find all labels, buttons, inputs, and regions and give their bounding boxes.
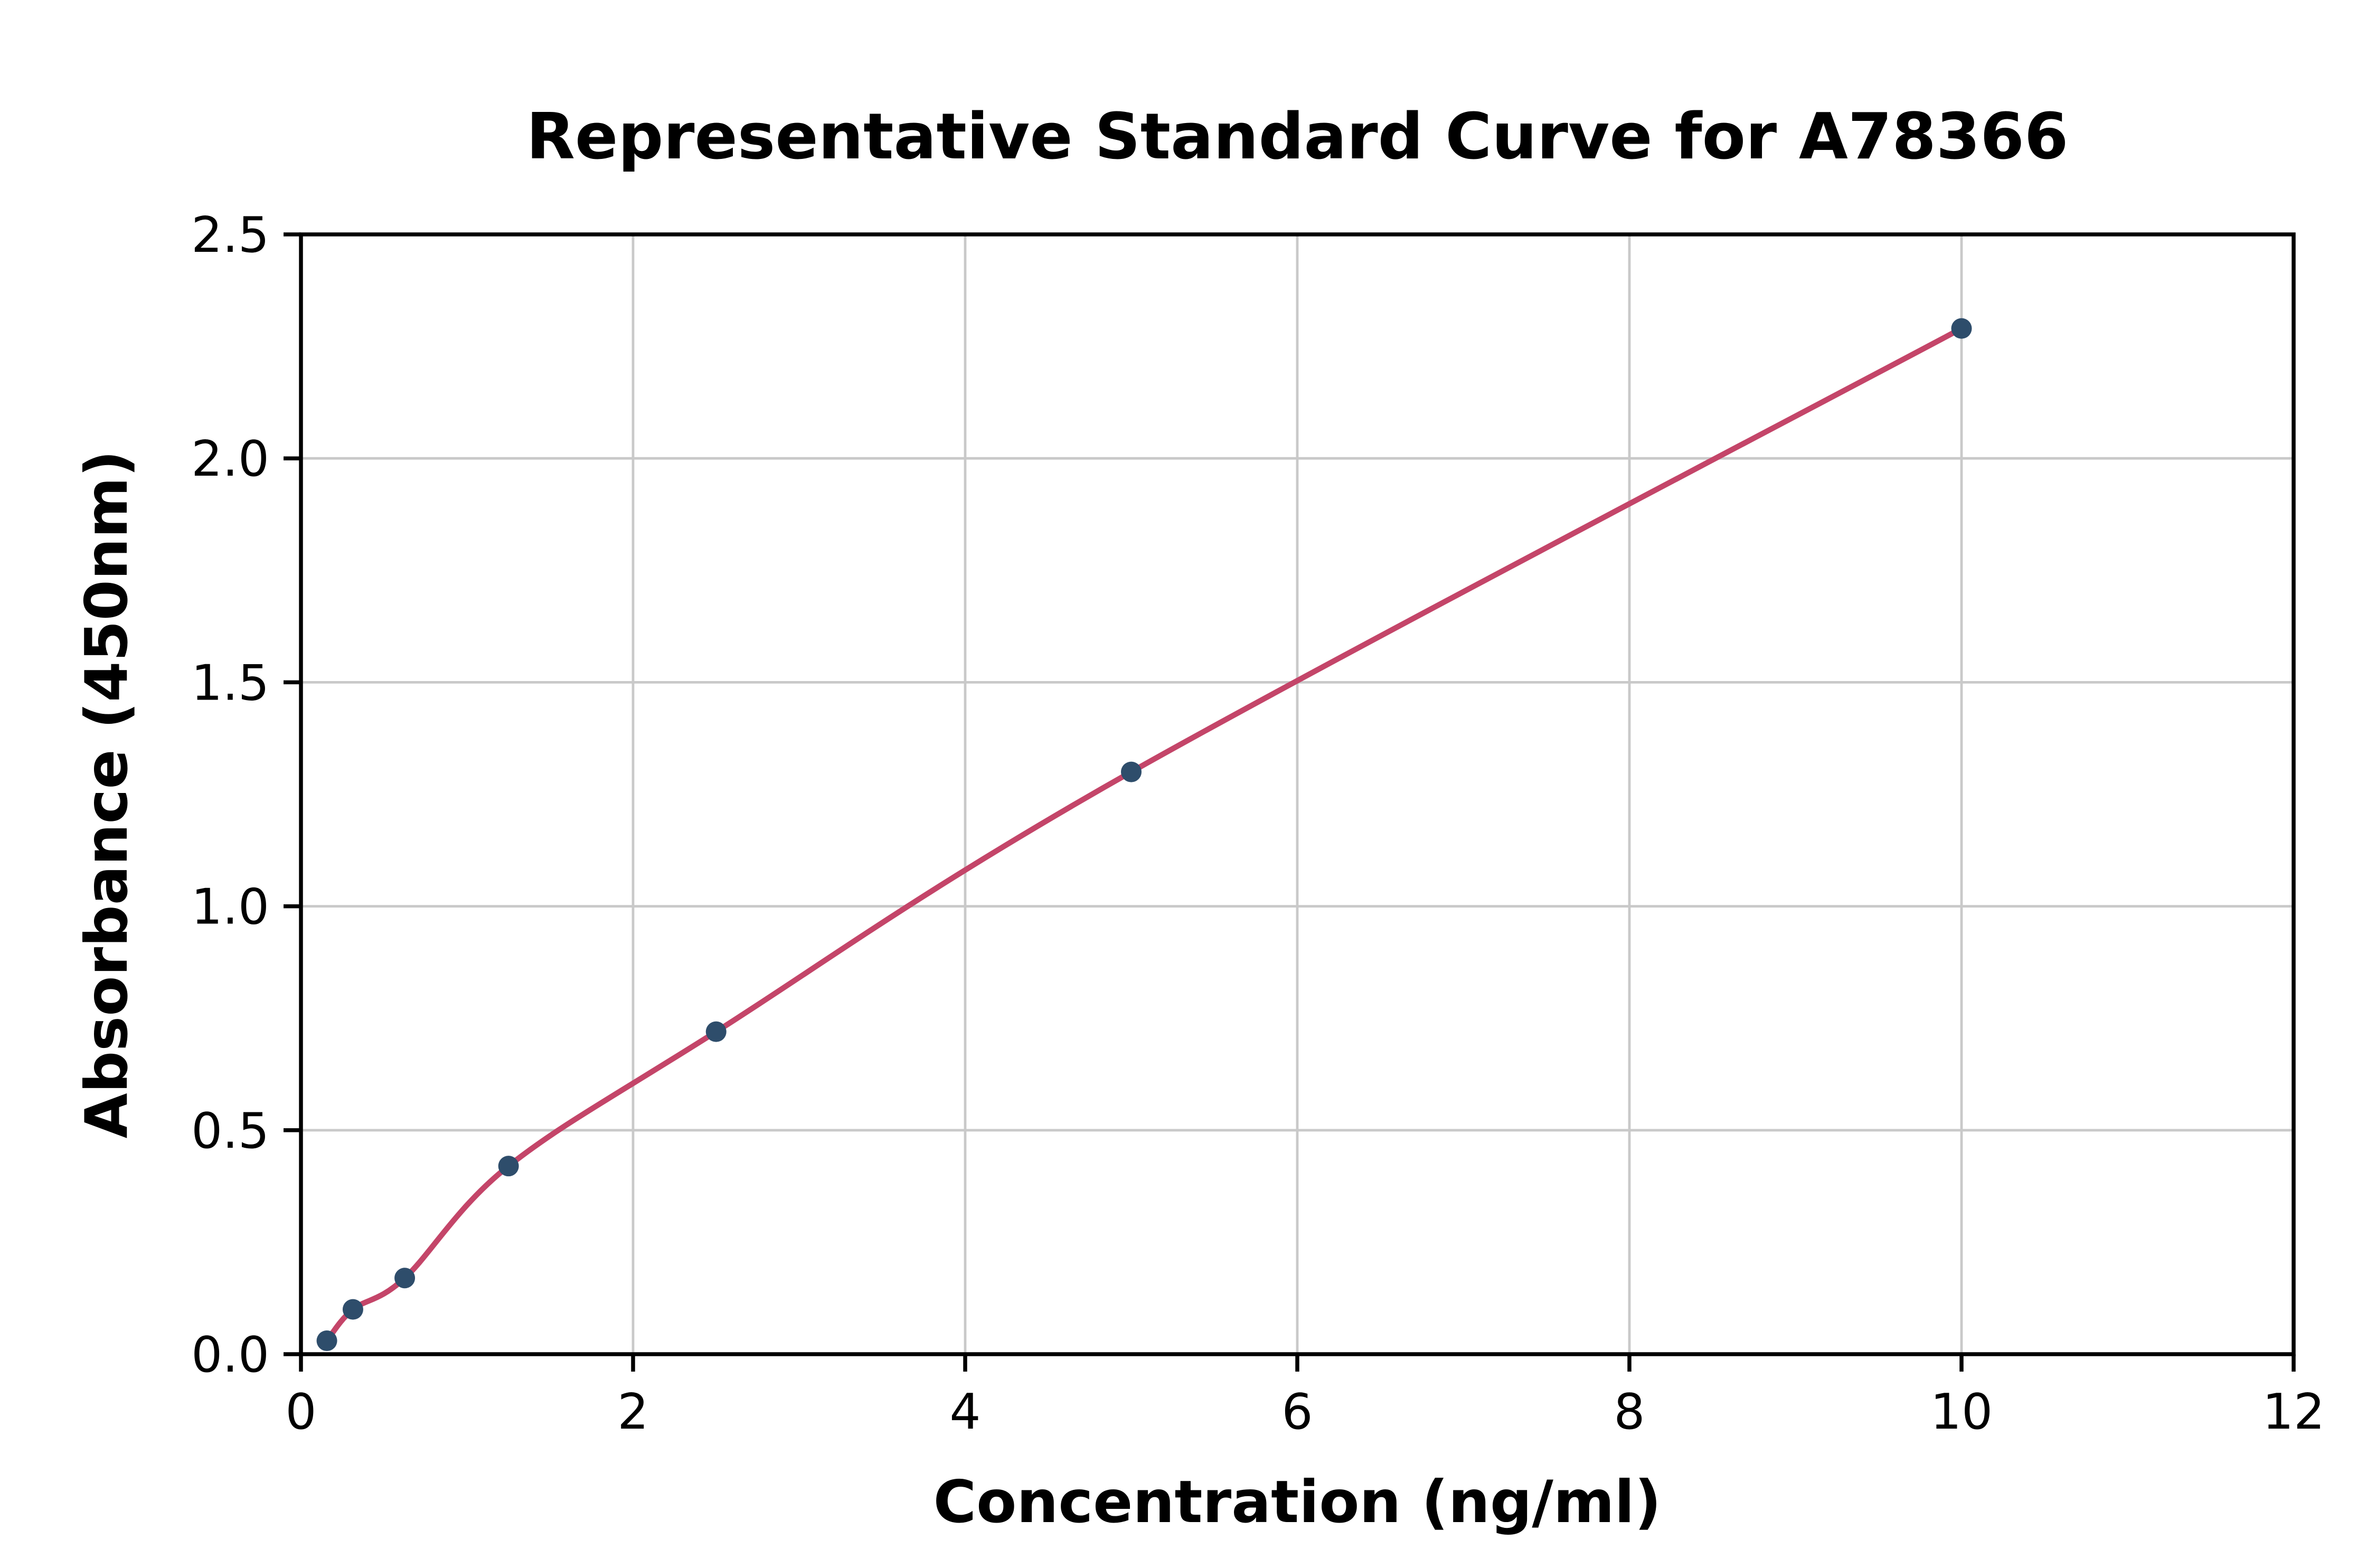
x-tick-label: 2 bbox=[617, 1383, 648, 1440]
data-points bbox=[316, 318, 1972, 1352]
x-tick-label: 12 bbox=[2262, 1383, 2325, 1440]
y-tick-label: 1.0 bbox=[191, 879, 269, 936]
chart-title: Representative Standard Curve for A78366 bbox=[526, 100, 2069, 174]
y-tick-label: 1.5 bbox=[191, 654, 269, 711]
x-axis-label: Concentration (ng/ml) bbox=[934, 1468, 1662, 1536]
data-point bbox=[316, 1330, 337, 1352]
axis-ticks bbox=[284, 232, 2296, 1372]
y-tick-label: 0.5 bbox=[191, 1102, 269, 1159]
data-point bbox=[1121, 761, 1142, 782]
y-tick-label: 2.5 bbox=[191, 206, 269, 263]
data-point bbox=[342, 1299, 363, 1320]
x-tick-label: 10 bbox=[1930, 1383, 1993, 1440]
tick-labels: 0 2 4 6 8 10 12 0.0 0.5 1.0 1.5 2.0 2.5 bbox=[191, 206, 2325, 1440]
y-axis-label: Absorbance (450nm) bbox=[73, 450, 141, 1138]
x-tick-label: 4 bbox=[949, 1383, 980, 1440]
x-tick-label: 6 bbox=[1281, 1383, 1313, 1440]
y-tick-label: 2.0 bbox=[191, 430, 269, 487]
data-point bbox=[498, 1156, 519, 1177]
data-point bbox=[705, 1021, 727, 1042]
x-tick-label: 0 bbox=[285, 1383, 316, 1440]
data-point bbox=[1951, 318, 1972, 339]
y-tick-label: 0.0 bbox=[191, 1326, 269, 1383]
data-point bbox=[394, 1268, 416, 1289]
x-tick-label: 8 bbox=[1614, 1383, 1645, 1440]
